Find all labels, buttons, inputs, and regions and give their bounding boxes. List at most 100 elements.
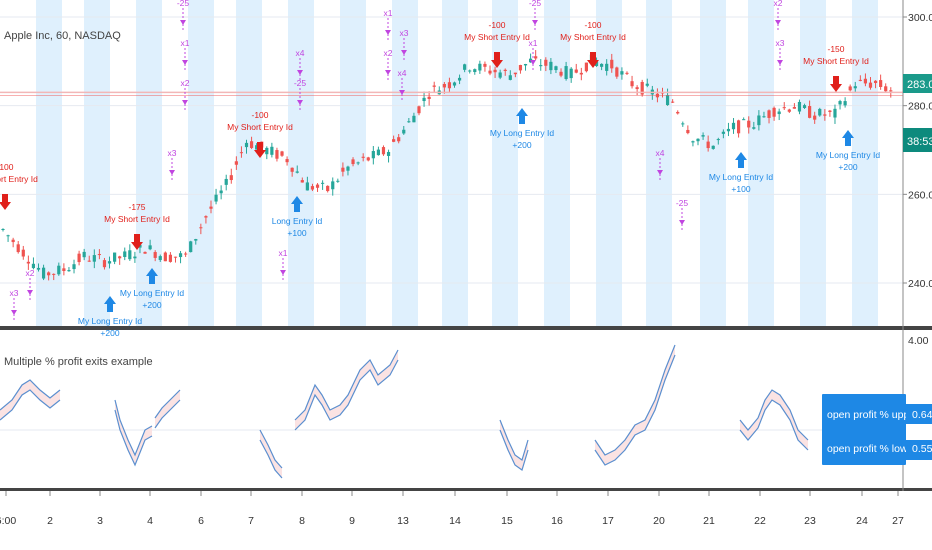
osc-upper-line: [594, 344, 676, 456]
osc-fill-area: [260, 430, 282, 478]
legend-upper-value-bg: [906, 404, 932, 424]
candle-body: [736, 120, 741, 134]
long-entry-arrow-icon: [516, 108, 528, 124]
candle-body: [594, 61, 599, 67]
candle-body: [625, 72, 629, 74]
legend-row-upper-label: open profit % upper bound: [827, 409, 932, 421]
candle-body: [635, 87, 639, 90]
exit-qty-label: -25: [294, 78, 307, 88]
candle-body: [792, 107, 796, 109]
candle-body: [229, 175, 233, 181]
osc-lower-line: [294, 359, 399, 431]
time-tick-label: 13: [397, 515, 409, 527]
exit-arrow-icon: [297, 100, 303, 105]
candle-body: [549, 61, 553, 71]
short-entry-qty: -100: [488, 20, 505, 30]
exit-qty-label: x1: [279, 248, 288, 258]
candle-body: [513, 72, 517, 75]
long-entry-qty: +200: [142, 300, 161, 310]
candle-body: [397, 137, 401, 142]
candle-body: [173, 256, 178, 258]
osc-upper-line: [154, 389, 181, 419]
candle-body: [600, 63, 604, 67]
exit-arrow-icon: [777, 60, 783, 65]
exit-arrow-icon: [385, 30, 391, 35]
candle-body: [833, 108, 837, 118]
candle-body: [498, 72, 502, 78]
candle-body: [452, 82, 457, 86]
indicator-title: Multiple % profit exits example: [4, 356, 153, 368]
session-band: [596, 0, 622, 326]
osc-upper-line: [114, 399, 153, 457]
long-entry-label: My Long Entry Id: [78, 316, 143, 326]
candle-body: [858, 79, 862, 81]
osc-lower-line: [739, 399, 809, 451]
long-entry-label: My Long Entry Id: [490, 128, 555, 138]
candle-body: [285, 159, 289, 163]
candle-body: [457, 77, 462, 81]
candle-body: [432, 85, 436, 87]
candle-body: [118, 256, 122, 259]
price-lines: [0, 91, 903, 96]
candle-body: [544, 59, 548, 66]
short-entry-qty: -100: [0, 162, 14, 172]
candle-body: [199, 227, 203, 229]
exit-qty-label: x2: [384, 48, 393, 58]
session-band: [188, 0, 214, 326]
candle-body: [189, 241, 193, 253]
candle-body: [209, 206, 213, 209]
last-price-value: 283.00: [907, 79, 932, 91]
long-entry-qty: +100: [287, 228, 306, 238]
candle-body: [701, 135, 705, 137]
short-entry-qty: -100: [251, 110, 268, 120]
short-entry-arrow-icon: [587, 52, 599, 68]
price-tick-label: 260.00: [908, 189, 932, 201]
candle-body: [691, 141, 695, 143]
short-entry-label: My Short Entry Id: [803, 56, 869, 66]
short-entry-arrow-icon: [254, 142, 266, 158]
candle-body: [863, 78, 868, 84]
candle-body: [153, 252, 157, 258]
candle-body: [57, 265, 61, 275]
time-tick-label: 22: [754, 515, 766, 527]
osc-upper-line: [294, 349, 399, 421]
osc-upper-line: [739, 389, 809, 441]
exit-arrow-icon: [775, 20, 781, 25]
candle-body: [427, 96, 431, 99]
short-entry-arrow-icon: [0, 194, 11, 210]
symbol-title: Apple Inc, 60, NASDAQ: [4, 30, 121, 42]
candle-body: [838, 101, 842, 105]
candle-body: [239, 152, 244, 154]
session-band: [646, 0, 672, 326]
exit-arrow-icon: [657, 170, 663, 175]
session-band: [136, 0, 162, 326]
time-tick-label: 6: [198, 515, 204, 527]
candle-body: [488, 70, 492, 74]
candle-body: [716, 139, 720, 141]
legend-bg: [822, 394, 906, 465]
candle-body: [102, 260, 107, 268]
short-entry-qty: -150: [827, 44, 844, 54]
candle-body: [41, 267, 46, 279]
time-tick-label: 8: [299, 515, 305, 527]
session-band: [236, 0, 262, 326]
candle-body: [275, 150, 279, 159]
candle-body: [336, 180, 340, 182]
candle-body: [62, 268, 66, 272]
long-entry-qty: +200: [512, 140, 531, 150]
long-entry-qty: +200: [838, 162, 857, 172]
last-price-tag[interactable]: 283.00: [903, 74, 932, 93]
osc-fill-area: [500, 420, 528, 470]
candle-body: [787, 109, 791, 112]
candle-body: [823, 114, 827, 116]
time-tick-label: 21: [703, 515, 715, 527]
candle-body: [204, 216, 208, 218]
candle-body: [321, 182, 325, 184]
countdown-value: 38:53: [907, 136, 932, 148]
exit-qty-label: x3: [400, 28, 409, 38]
candle-body: [36, 267, 41, 270]
candle-body: [361, 156, 365, 158]
candle-body: [478, 63, 482, 71]
